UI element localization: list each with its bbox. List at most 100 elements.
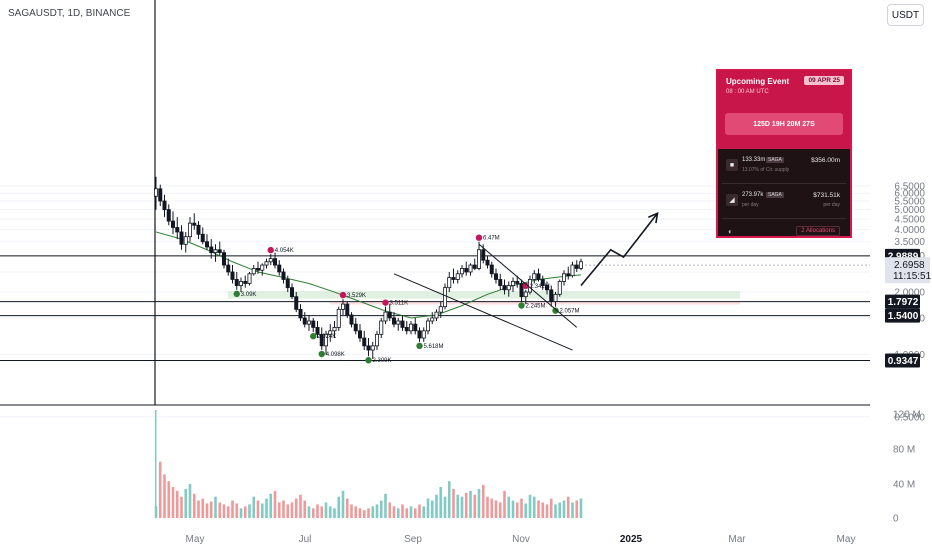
candle[interactable] [319, 327, 324, 351]
candle[interactable] [213, 244, 218, 262]
candle[interactable] [472, 258, 477, 271]
candle[interactable] [485, 255, 490, 269]
candle[interactable] [566, 266, 571, 280]
candle[interactable] [332, 320, 337, 339]
candle[interactable] [153, 176, 158, 210]
candle[interactable] [336, 306, 341, 331]
candle[interactable] [489, 261, 494, 278]
candle[interactable] [493, 268, 498, 284]
candle[interactable] [413, 317, 418, 335]
candle[interactable] [510, 277, 515, 293]
candle[interactable] [217, 241, 222, 256]
candle[interactable] [306, 314, 311, 331]
candle[interactable] [370, 341, 375, 360]
candle[interactable] [523, 289, 528, 305]
candle[interactable] [425, 317, 430, 335]
candle[interactable] [200, 227, 205, 245]
candle[interactable] [396, 317, 401, 331]
candle[interactable] [434, 309, 439, 321]
candle[interactable] [230, 265, 235, 284]
candle[interactable] [340, 299, 345, 315]
candle[interactable] [430, 312, 435, 325]
unlock-row-daily[interactable]: ◢ 273.97k SAGA per day $731.51k per day [722, 184, 846, 219]
candle[interactable] [532, 270, 537, 284]
upcoming-event-card[interactable]: Upcoming Event 09 APR 25 08 : 00 AM UTC … [716, 69, 852, 238]
candle[interactable] [540, 275, 545, 290]
candle[interactable] [170, 211, 175, 235]
candle[interactable] [357, 324, 362, 342]
candle[interactable] [353, 317, 358, 335]
candle[interactable] [366, 338, 371, 357]
unlock-row-total[interactable]: ■ 133.33m SAGA 13.07% of Cir. supply $35… [722, 149, 846, 184]
horizontal-levels[interactable] [0, 255, 870, 361]
candle[interactable] [175, 217, 180, 240]
candle[interactable] [421, 327, 426, 342]
symbol-title[interactable]: SAGAUSDT, 1D, BINANCE [8, 8, 131, 19]
candle[interactable] [238, 277, 243, 293]
candle[interactable] [264, 258, 269, 269]
candle[interactable] [196, 221, 201, 240]
candle[interactable] [506, 281, 511, 297]
candle[interactable] [294, 292, 299, 313]
candle[interactable] [562, 270, 567, 286]
candle[interactable] [519, 279, 524, 302]
candle[interactable] [383, 306, 388, 325]
trend-drawings[interactable] [393, 211, 659, 351]
time-axis[interactable]: May Jul Sep Nov 2025 Mar May [186, 534, 856, 545]
candle[interactable] [362, 330, 367, 351]
candle[interactable] [251, 265, 256, 276]
candle[interactable] [400, 314, 405, 331]
candle[interactable] [574, 260, 579, 272]
candle[interactable] [391, 312, 396, 328]
candle[interactable] [545, 281, 550, 295]
candle[interactable] [387, 304, 392, 321]
candle[interactable] [468, 263, 473, 276]
currency-button[interactable]: USDT [887, 4, 924, 26]
candle[interactable] [349, 312, 354, 328]
candle[interactable] [464, 261, 469, 276]
candle[interactable] [502, 279, 507, 295]
candle[interactable] [268, 254, 273, 266]
candle[interactable] [455, 270, 460, 284]
candle[interactable] [442, 283, 447, 310]
candle[interactable] [162, 194, 167, 218]
candle[interactable] [204, 234, 209, 250]
candle[interactable] [345, 301, 350, 318]
candle[interactable] [247, 271, 252, 286]
candle[interactable] [272, 252, 277, 269]
candle[interactable] [323, 330, 328, 355]
candlesticks[interactable] [153, 176, 584, 360]
candle[interactable] [553, 292, 558, 307]
candle[interactable] [549, 285, 554, 307]
candle[interactable] [328, 324, 333, 342]
candle[interactable] [179, 225, 184, 250]
candle[interactable] [447, 271, 452, 293]
projection-arrow[interactable] [580, 212, 659, 287]
candle[interactable] [374, 330, 379, 351]
allocations-button[interactable]: 2 Allocations [796, 226, 840, 236]
upper-wedge-trendline[interactable] [478, 243, 578, 328]
candle[interactable] [226, 258, 231, 276]
candle[interactable] [570, 261, 575, 278]
candle[interactable] [498, 273, 503, 290]
candle[interactable] [255, 261, 260, 274]
candle[interactable] [285, 275, 290, 293]
candle[interactable] [298, 304, 303, 321]
candle[interactable] [536, 268, 541, 282]
candle[interactable] [311, 317, 316, 333]
candle[interactable] [459, 265, 464, 278]
candle[interactable] [315, 320, 320, 339]
candle[interactable] [515, 275, 520, 288]
candle[interactable] [451, 268, 456, 284]
candle[interactable] [302, 312, 307, 328]
candle[interactable] [234, 271, 239, 290]
allocations-row[interactable]: ◐ 2 Allocations [722, 219, 846, 236]
candle[interactable] [579, 258, 584, 271]
lower-wedge-trendline[interactable] [393, 273, 573, 351]
candle[interactable] [158, 184, 163, 207]
candle[interactable] [476, 241, 481, 271]
candle[interactable] [243, 275, 248, 288]
candle[interactable] [192, 213, 197, 230]
candle[interactable] [166, 204, 171, 226]
candle[interactable] [260, 263, 265, 276]
